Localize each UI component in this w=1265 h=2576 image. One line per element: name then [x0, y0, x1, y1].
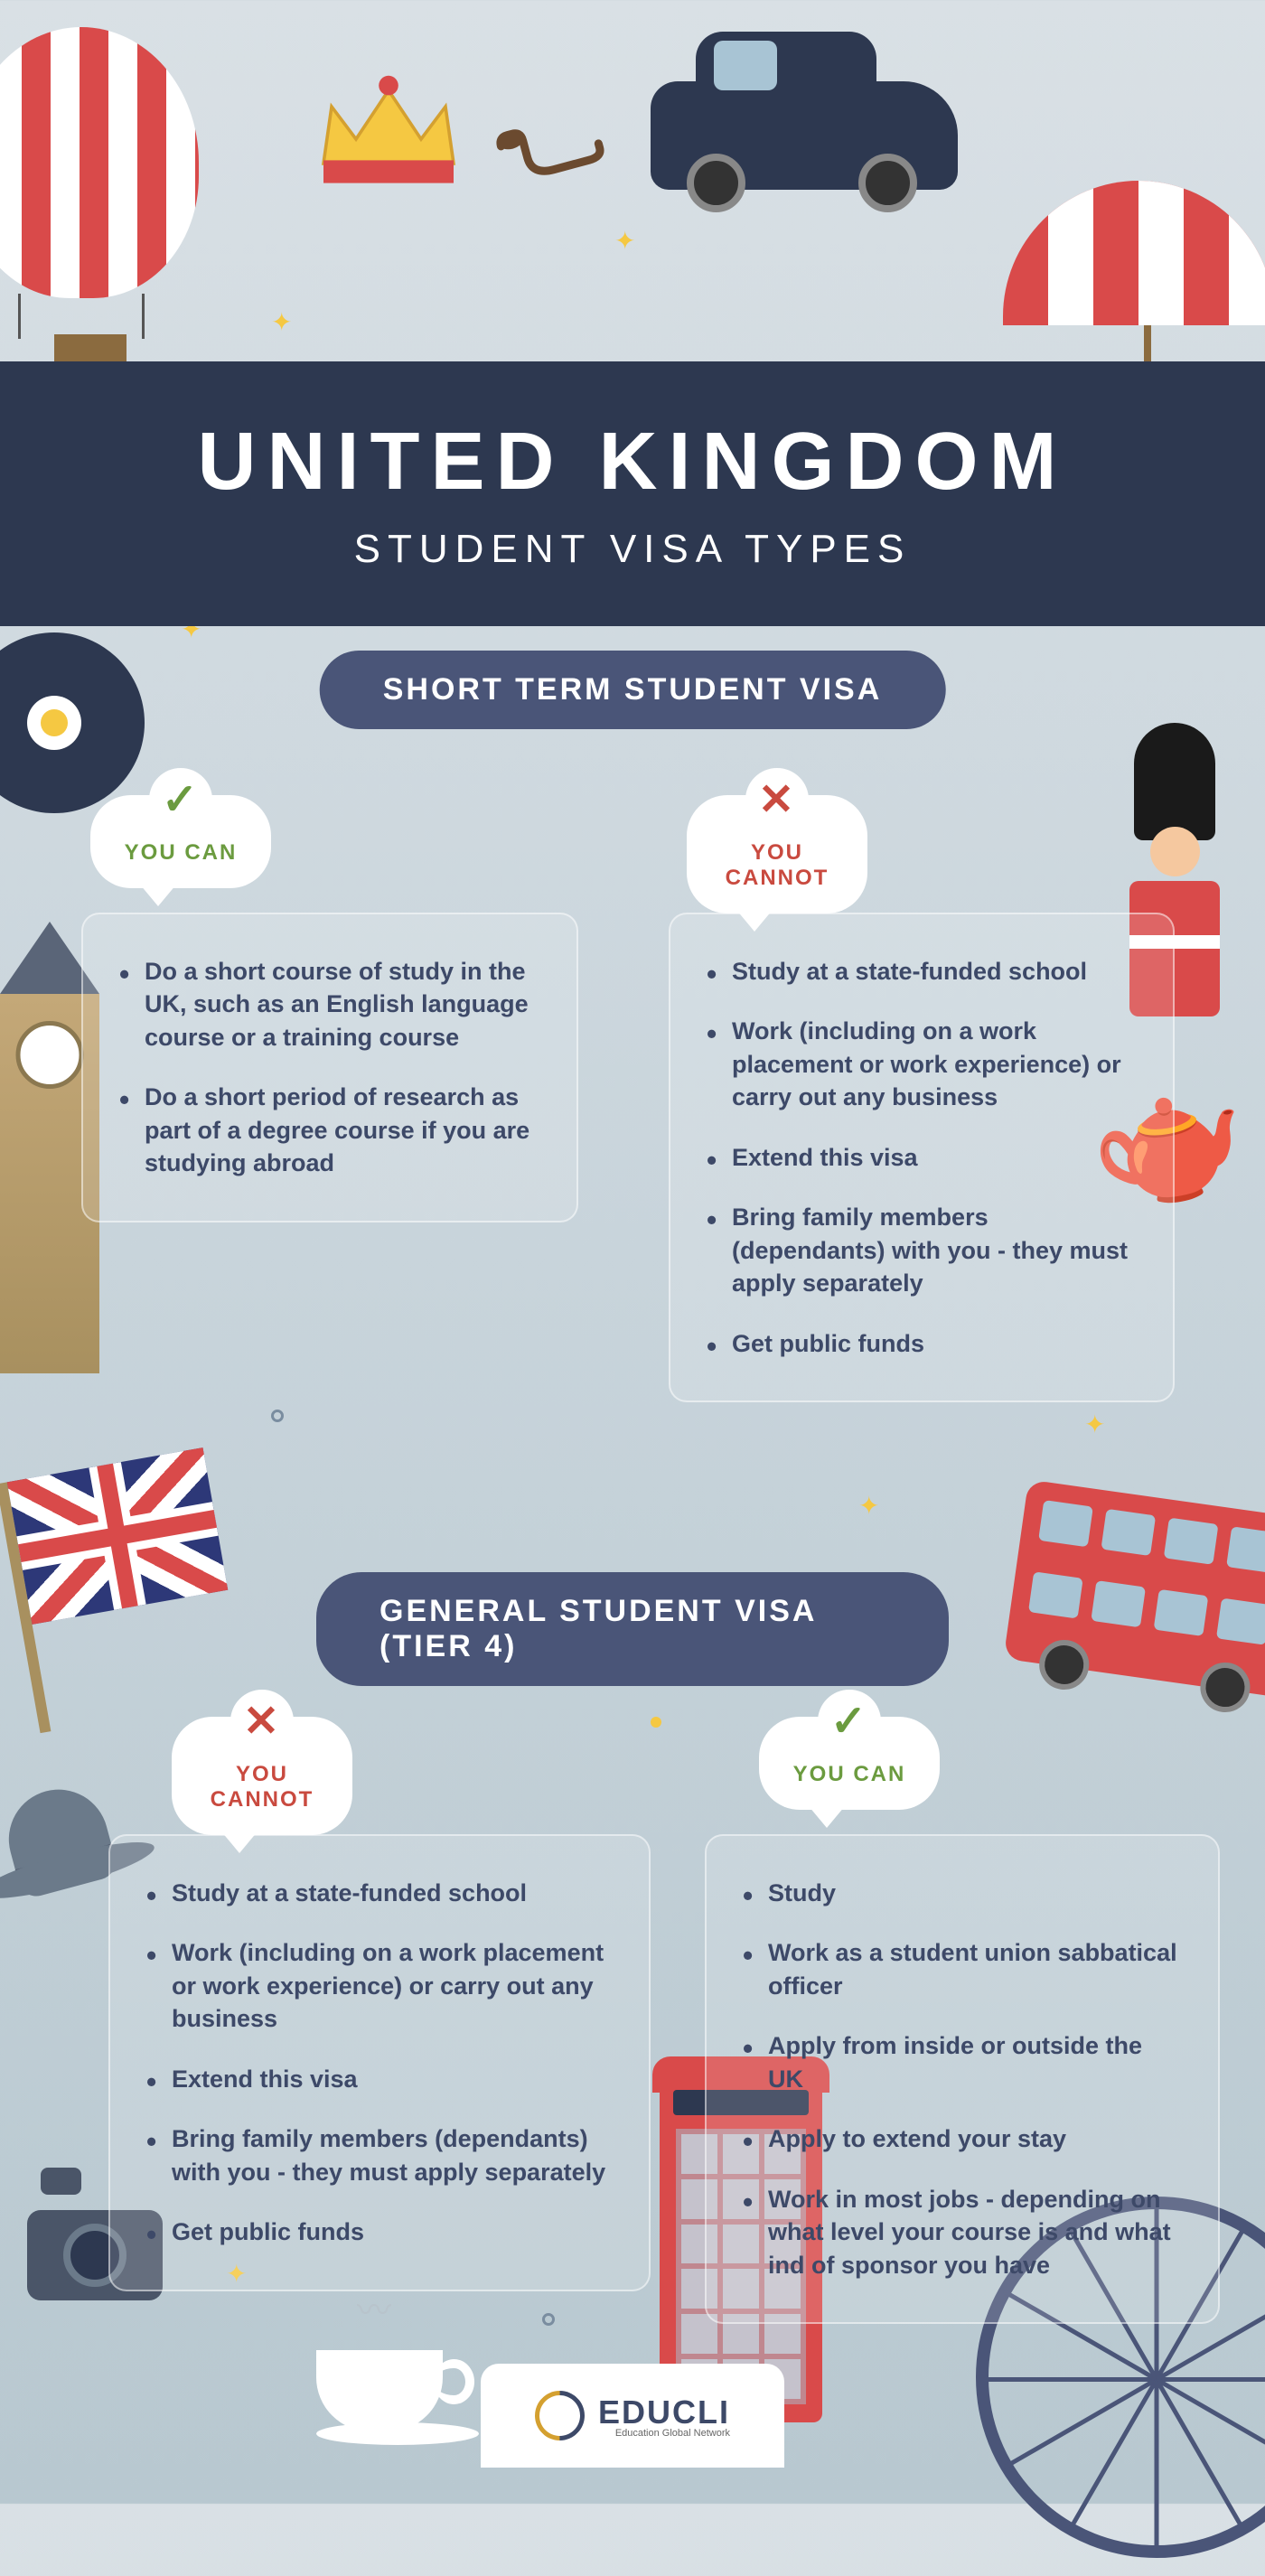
coffee-cup-icon: 〰 — [316, 2314, 479, 2450]
sparkle-icon: ✦ — [271, 307, 292, 337]
short-term-can-box: Do a short course of study in the UK, su… — [81, 913, 578, 1222]
list-item: Bring family members (dependants) with y… — [707, 1201, 1137, 1299]
footer-logo: EDUCLI Education Global Network — [481, 2364, 784, 2468]
brand-name: EDUCLI — [598, 2393, 730, 2431]
cross-icon: ✕ — [230, 1690, 294, 1753]
dot-icon — [542, 2313, 555, 2326]
taxi-icon — [651, 18, 976, 217]
can-label-text: YOU CAN — [125, 840, 238, 865]
sparkle-icon: ✦ — [858, 1491, 879, 1521]
short-term-cannot-box: Study at a state-funded school Work (inc… — [669, 913, 1175, 1402]
breakfast-pan-icon — [0, 632, 145, 813]
uk-flag-icon — [7, 1447, 228, 1625]
list-item: Work as a student union sabbatical offic… — [743, 1936, 1182, 2002]
you-can-label: ✓YOU CAN — [90, 795, 271, 904]
pipe-icon — [488, 105, 614, 213]
list-item: Study at a state-funded school — [707, 955, 1137, 988]
list-item: Work in most jobs - depending on what le… — [743, 2183, 1182, 2281]
list-item: Study — [743, 1877, 1182, 1909]
you-cannot-label: ✕YOU CANNOT — [687, 795, 867, 904]
can-label-text: YOU CAN — [793, 1762, 906, 1786]
list-item: Apply from inside or outside the UK — [743, 2029, 1182, 2095]
logo-swirl-icon — [525, 2381, 595, 2451]
list-item: Do a short course of study in the UK, su… — [119, 955, 540, 1054]
hot-air-balloon-icon — [0, 27, 217, 407]
list-item: Extend this visa — [707, 1141, 1137, 1174]
list-item: Work (including on a work placement or w… — [707, 1015, 1137, 1113]
cross-icon: ✕ — [745, 768, 809, 831]
list-item: Get public funds — [707, 1327, 1137, 1360]
double-decker-bus-icon — [998, 1480, 1265, 1738]
sparkle-icon: ✦ — [1084, 1410, 1105, 1439]
list-item: Bring family members (dependants) with y… — [146, 2122, 613, 2188]
cannot-label-text: YOU CANNOT — [726, 840, 829, 890]
list-item: Study at a state-funded school — [146, 1877, 613, 1909]
general-can-box: Study Work as a student union sabbatical… — [705, 1834, 1220, 2324]
you-cannot-label: ✕YOU CANNOT — [172, 1717, 352, 1825]
check-icon: ✓ — [149, 768, 212, 831]
section-heading-general: GENERAL STUDENT VISA (TIER 4) — [316, 1572, 949, 1686]
cannot-label-text: YOU CANNOT — [211, 1762, 314, 1812]
page-title: UNITED KINGDOM — [0, 416, 1265, 509]
list-item: Extend this visa — [146, 2063, 613, 2095]
brand-tagline: Education Global Network — [598, 2428, 730, 2439]
sparkle-icon: ✦ — [614, 226, 635, 256]
you-can-label: ✓YOU CAN — [759, 1717, 940, 1825]
dot-icon — [651, 1717, 661, 1728]
list-item: Do a short period of research as part of… — [119, 1081, 540, 1179]
title-banner: UNITED KINGDOM STUDENT VISA TYPES — [0, 361, 1265, 626]
crown-icon — [307, 63, 470, 199]
list-item: Apply to extend your stay — [743, 2122, 1182, 2155]
check-icon: ✓ — [818, 1690, 881, 1753]
list-item: Get public funds — [146, 2215, 613, 2248]
list-item: Work (including on a work placement or w… — [146, 1936, 613, 2035]
general-cannot-box: Study at a state-funded school Work (inc… — [108, 1834, 651, 2291]
page-subtitle: STUDENT VISA TYPES — [0, 527, 1265, 572]
dot-icon — [271, 1410, 284, 1422]
section-heading-short-term: SHORT TERM STUDENT VISA — [320, 651, 946, 729]
